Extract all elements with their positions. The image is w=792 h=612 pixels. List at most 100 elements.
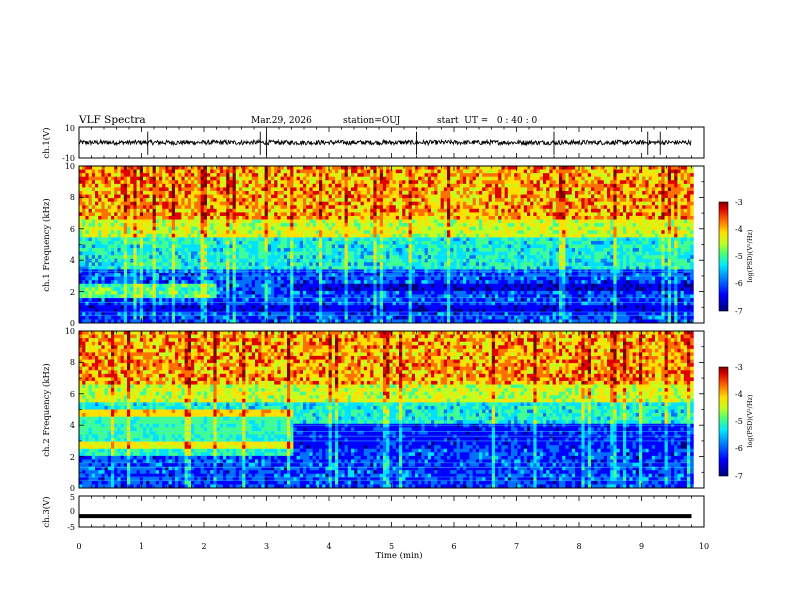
spectrogram-cell xyxy=(203,265,208,270)
spectrogram-cell xyxy=(165,201,169,206)
spectrogram-cell xyxy=(219,187,224,192)
spectrogram-cell xyxy=(395,219,400,224)
spectrogram-cell xyxy=(322,194,326,199)
spectrogram-cell xyxy=(162,251,166,256)
spectrogram-cell xyxy=(162,280,166,285)
spectrogram-cell xyxy=(283,219,288,224)
spectrogram-cell xyxy=(293,183,297,188)
spectrogram-cell xyxy=(120,230,125,235)
spectrogram-cell xyxy=(341,173,345,178)
spectrogram-cell xyxy=(200,273,205,277)
spectrogram-cell xyxy=(312,315,317,320)
spectrogram-cell xyxy=(351,276,355,281)
spectrogram-cell xyxy=(149,240,153,245)
spectrogram-cell xyxy=(120,283,125,288)
spectrogram-cell xyxy=(354,233,358,238)
spectrogram-cell xyxy=(200,319,205,324)
spectrogram-cell xyxy=(79,244,83,249)
spectrogram-cell xyxy=(95,301,99,306)
spectrogram-cell xyxy=(146,294,150,299)
spectrogram-cell xyxy=(274,248,278,252)
spectrogram-cell xyxy=(267,201,272,206)
spectrogram-cell xyxy=(85,166,89,170)
spectrogram-cell xyxy=(184,230,189,235)
spectrogram-cell xyxy=(117,176,121,181)
spectrogram-cell xyxy=(117,305,121,310)
spectrogram-cell xyxy=(399,198,403,202)
spectrogram-cell xyxy=(232,230,237,235)
spectrogram-cell xyxy=(239,226,243,231)
spectrogram-cell xyxy=(386,244,390,249)
spectrogram-cell xyxy=(191,244,195,249)
ch1-spectrogram-panel: 0 2 4 6 8 10 ch.1 Frequency (kHz) -3 -4 … xyxy=(41,162,754,328)
spectrogram-cell xyxy=(287,255,291,260)
spectrogram-cell xyxy=(306,183,310,188)
spectrogram-cell xyxy=(114,287,118,292)
spectrogram-cell xyxy=(178,212,182,217)
spectrogram-cell xyxy=(370,205,374,210)
spectrogram-cell xyxy=(120,305,125,310)
spectrogram-cell xyxy=(210,262,214,267)
spectrogram-cell xyxy=(418,305,422,310)
spectrogram-cell xyxy=(386,301,390,306)
spectrogram-cell xyxy=(331,287,336,292)
spectrogram-cell xyxy=(95,305,99,310)
spectrogram-cell xyxy=(114,319,118,324)
spectrogram-cell xyxy=(216,198,221,202)
spectrogram-cell xyxy=(95,223,99,227)
spectrogram-cell xyxy=(290,169,294,174)
spectrogram-cell xyxy=(431,201,435,206)
spectrogram-cell xyxy=(85,212,89,217)
spectrogram-cell xyxy=(386,180,390,185)
spectrogram-cell xyxy=(296,273,301,277)
spectrogram-cell xyxy=(168,198,173,202)
spectrogram-cell xyxy=(226,265,230,270)
spectrogram-cell xyxy=(178,176,182,181)
spectrogram-cell xyxy=(344,176,349,181)
spectrogram-cell xyxy=(347,240,352,245)
spectrogram-cell xyxy=(79,251,83,256)
spectrogram-cell xyxy=(367,180,371,185)
spectrogram-cell xyxy=(363,273,368,277)
spectrogram-cell xyxy=(248,298,253,302)
spectrogram-cell xyxy=(386,265,390,270)
spectrogram-cell xyxy=(379,319,384,324)
spectrogram-cell xyxy=(370,226,374,231)
spectrogram-cell xyxy=(344,255,349,260)
spectrogram-cell xyxy=(408,265,413,270)
spectrogram-cell xyxy=(280,223,285,227)
spectrogram-cell xyxy=(104,308,109,313)
spectrogram-cell xyxy=(213,283,217,288)
spectrogram-cell xyxy=(325,190,329,195)
spectrogram-cell xyxy=(277,255,281,260)
spectrogram-cell xyxy=(344,276,349,281)
spectrogram-cell xyxy=(319,183,323,188)
spectrogram-cell xyxy=(107,273,112,277)
spectrogram-cell xyxy=(213,190,217,195)
spectrogram-cell xyxy=(79,194,83,199)
spectrogram-cell xyxy=(322,312,326,317)
spectrogram-cell xyxy=(168,280,173,285)
spectrogram-cell xyxy=(392,251,397,256)
spectrogram-cell xyxy=(111,215,115,220)
spectrogram-cell xyxy=(383,194,387,199)
spectrogram-cell xyxy=(277,237,281,242)
spectrogram-cell xyxy=(123,226,128,231)
spectrogram-cell xyxy=(79,198,83,202)
spectrogram-cell xyxy=(101,208,105,213)
spectrogram-cell xyxy=(283,194,288,199)
spectrogram-cell xyxy=(82,230,86,235)
spectrogram-cell xyxy=(207,265,211,270)
spectrogram-cell xyxy=(312,180,317,185)
spectrogram-cell xyxy=(207,308,211,313)
spectrogram-cell xyxy=(210,305,214,310)
spectrogram-cell xyxy=(168,180,173,185)
spectrogram-cell xyxy=(338,255,342,260)
spectrogram-cell xyxy=(386,219,390,224)
spectrogram-cell xyxy=(95,219,99,224)
spectrogram-cell xyxy=(277,287,281,292)
spectrogram-cell xyxy=(98,183,102,188)
spectrogram-cell xyxy=(309,223,313,227)
spectrogram-cell xyxy=(264,201,269,206)
spectrogram-cell xyxy=(95,265,99,270)
